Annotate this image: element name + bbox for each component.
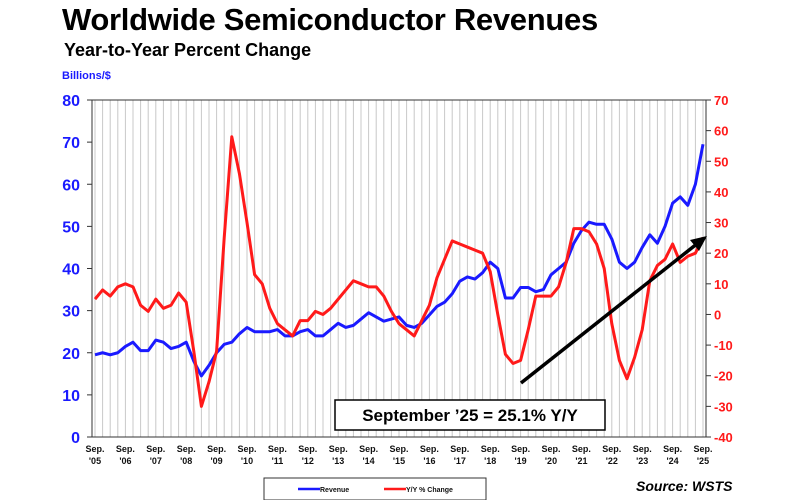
x-tick-label: Sep.: [207, 444, 226, 454]
annotation-text: September ’25 = 25.1% Y/Y: [362, 406, 578, 425]
series-yoy-line: [93, 135, 705, 408]
legend-revenue-label: Revenue: [320, 487, 349, 494]
y-left-tick-label: 20: [62, 346, 80, 363]
trend-arrow-line: [519, 241, 700, 385]
y-left-tick-label: 0: [71, 430, 80, 447]
x-tick-label: '07: [150, 456, 162, 466]
x-tick-label: Sep.: [693, 444, 712, 454]
x-tick-label: Sep.: [146, 444, 165, 454]
trend-arrow-head: [690, 236, 707, 251]
chart-title: Worldwide Semiconductor Revenues: [62, 2, 598, 37]
y-left-axis-label: Billions/$: [62, 70, 111, 82]
y-right-tick-label: -30: [714, 399, 733, 414]
x-tick-label: '25: [697, 456, 709, 466]
x-tick-label: '11: [272, 456, 284, 466]
x-tick-label: Sep.: [420, 444, 439, 454]
annotation-box: [334, 399, 606, 431]
x-tick-label: '24: [667, 456, 679, 466]
y-right-tick-label: 60: [714, 124, 728, 139]
x-tick-label: '08: [180, 456, 192, 466]
x-tick-label: Sep.: [602, 444, 621, 454]
x-tick-label: '18: [484, 456, 496, 466]
x-tick-label: '13: [332, 456, 344, 466]
y-right-tick-label: -20: [714, 369, 733, 384]
x-tick-label: '22: [606, 456, 618, 466]
y-right-tick-label: -10: [714, 338, 733, 353]
x-tick-label: '16: [423, 456, 435, 466]
y-right-tick-label: 20: [714, 246, 728, 261]
y-right-tick-label: 0: [714, 307, 721, 322]
y-right-tick-label: 50: [714, 154, 728, 169]
y-right-tick-label: 10: [714, 277, 728, 292]
x-tick-label: Sep.: [329, 444, 348, 454]
x-tick-label: Sep.: [389, 444, 408, 454]
y-left-tick-label: 10: [62, 388, 80, 405]
x-tick-label: Sep.: [511, 444, 530, 454]
x-tick-label: '12: [302, 456, 314, 466]
x-tick-label: Sep.: [116, 444, 135, 454]
x-tick-label: '19: [515, 456, 527, 466]
x-tick-label: Sep.: [481, 444, 500, 454]
x-tick-label: Sep.: [85, 444, 104, 454]
y-left-tick-label: 60: [62, 177, 80, 194]
x-tick-label: Sep.: [541, 444, 560, 454]
chart-subtitle: Year-to-Year Percent Change: [64, 40, 312, 60]
y-left-tick-label: 80: [62, 93, 80, 110]
x-tick-label: '09: [211, 456, 223, 466]
x-tick-label: Sep.: [268, 444, 287, 454]
x-tick-label: Sep.: [359, 444, 378, 454]
x-tick-label: Sep.: [633, 444, 652, 454]
y-left-tick-label: 30: [62, 304, 80, 321]
x-tick-label: Sep.: [572, 444, 591, 454]
x-tick-label: Sep.: [237, 444, 256, 454]
x-tick-label: '05: [89, 456, 101, 466]
x-tick-label: Sep.: [450, 444, 469, 454]
x-tick-label: '06: [119, 456, 131, 466]
legend-box: [263, 477, 487, 500]
x-tick-label: '14: [363, 456, 375, 466]
source-note: Source: WSTS: [636, 478, 733, 494]
x-tick-label: '20: [545, 456, 557, 466]
x-tick-label: '15: [393, 456, 405, 466]
x-tick-label: Sep.: [177, 444, 196, 454]
x-tick-label: Sep.: [298, 444, 317, 454]
y-right-tick-label: -40: [714, 430, 733, 445]
legend-yoy-label: Y/Y % Change: [406, 487, 453, 494]
x-tick-label: '23: [636, 456, 648, 466]
x-tick-label: '17: [454, 456, 466, 466]
y-right-tick-label: 40: [714, 185, 728, 200]
y-left-tick-label: 40: [62, 262, 80, 279]
y-right-tick-label: 70: [714, 93, 728, 108]
y-right-tick-label: 30: [714, 216, 728, 231]
x-tick-label: Sep.: [663, 444, 682, 454]
y-left-tick-label: 70: [62, 135, 80, 152]
y-left-tick-label: 50: [62, 219, 80, 236]
x-tick-label: '10: [241, 456, 253, 466]
x-tick-label: '21: [575, 456, 587, 466]
